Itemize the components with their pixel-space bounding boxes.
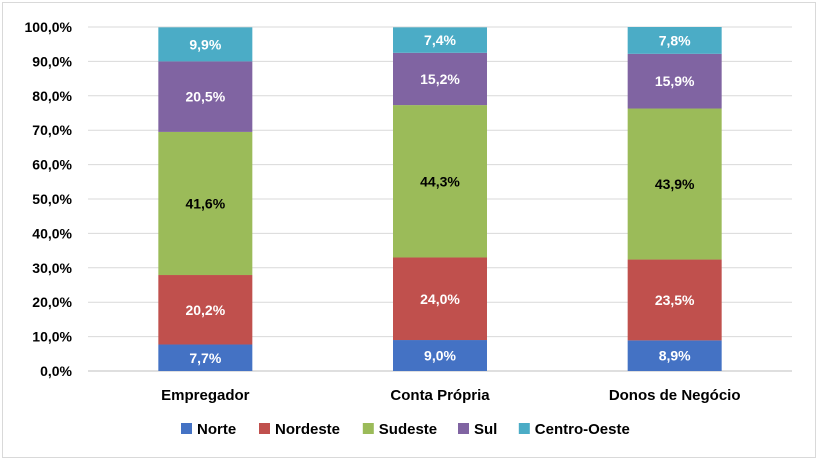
data-labels: 7,7% 20,2% 41,6% 20,5% 9,9% 9,0% 24,0% 44,3% 15,… (185, 32, 695, 366)
legend-label: Norte (197, 421, 236, 438)
bar-segment (627, 53, 722, 109)
data-label: 15,2% (420, 71, 460, 87)
data-label: 8,9% (659, 348, 691, 364)
legend: Norte Nordeste Sudeste Sul Centro-Oeste (181, 421, 630, 438)
data-label: 7,4% (424, 32, 456, 48)
legend-swatch (518, 423, 530, 434)
y-tick-label: 70,0% (32, 122, 72, 138)
data-label: 41,6% (185, 195, 225, 211)
bar-segment (393, 257, 487, 341)
y-axis-ticks: 0,0% 10,0% 20,0% 30,0% 40,0% 50,0% 60,0% 70,0% 8… (25, 19, 73, 379)
data-label: 15,9% (655, 73, 695, 89)
y-tick-label: 30,0% (32, 260, 72, 276)
x-category-label: Conta Própria (390, 387, 490, 404)
bar-segment (158, 131, 253, 276)
legend-swatch (181, 423, 192, 434)
data-label: 7,7% (189, 350, 221, 366)
legend-label: Nordeste (275, 421, 340, 438)
legend-label: Sul (474, 421, 497, 438)
legend-label: Centro-Oeste (535, 421, 630, 438)
x-axis-categories: Empregador Conta Própria Donos de Negócio (161, 387, 740, 404)
data-label: 20,2% (185, 302, 225, 318)
legend-swatch (458, 423, 469, 434)
y-tick-label: 40,0% (32, 225, 72, 241)
bar-segment (393, 340, 487, 371)
data-label: 20,5% (185, 89, 225, 105)
y-tick-label: 20,0% (32, 294, 72, 310)
legend-item: Centro-Oeste (518, 421, 630, 438)
data-label: 44,3% (420, 173, 460, 189)
legend-item: Sudeste (362, 421, 437, 438)
bar-segment (158, 275, 253, 345)
bar-segment (393, 27, 487, 53)
bar-segment (158, 344, 253, 371)
data-label: 24,0% (420, 291, 460, 307)
legend-swatch (362, 423, 374, 434)
legend-swatch (259, 423, 270, 434)
bar-segment (393, 105, 487, 258)
y-tick-label: 100,0% (25, 19, 73, 35)
legend-item: Norte (181, 421, 236, 438)
bars (158, 27, 722, 371)
data-label: 43,9% (655, 176, 695, 192)
bar-segment (627, 108, 722, 260)
x-category-label: Empregador (161, 387, 250, 404)
bar-segment (158, 61, 253, 132)
x-category-label: Donos de Negócio (609, 387, 741, 404)
bar-segment (158, 27, 253, 62)
bar-segment (627, 27, 722, 54)
bar-segment (393, 52, 487, 106)
y-tick-label: 10,0% (32, 329, 72, 345)
data-label: 7,8% (659, 32, 691, 48)
y-tick-label: 0,0% (40, 363, 72, 379)
y-tick-label: 60,0% (32, 157, 72, 173)
data-label: 23,5% (655, 292, 695, 308)
y-tick-label: 80,0% (32, 88, 72, 104)
data-label: 9,9% (189, 36, 221, 52)
bar-segment (627, 340, 722, 371)
data-label: 9,0% (424, 348, 456, 364)
y-tick-label: 90,0% (32, 53, 72, 69)
legend-item: Sul (458, 421, 497, 438)
legend-item: Nordeste (259, 421, 340, 438)
y-tick-label: 50,0% (32, 191, 72, 207)
bar-segment (627, 259, 722, 341)
legend-label: Sudeste (379, 421, 437, 438)
